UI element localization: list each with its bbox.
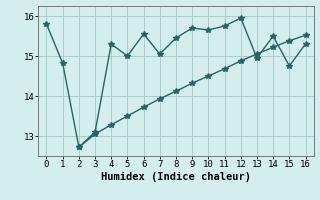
X-axis label: Humidex (Indice chaleur): Humidex (Indice chaleur) <box>101 172 251 182</box>
